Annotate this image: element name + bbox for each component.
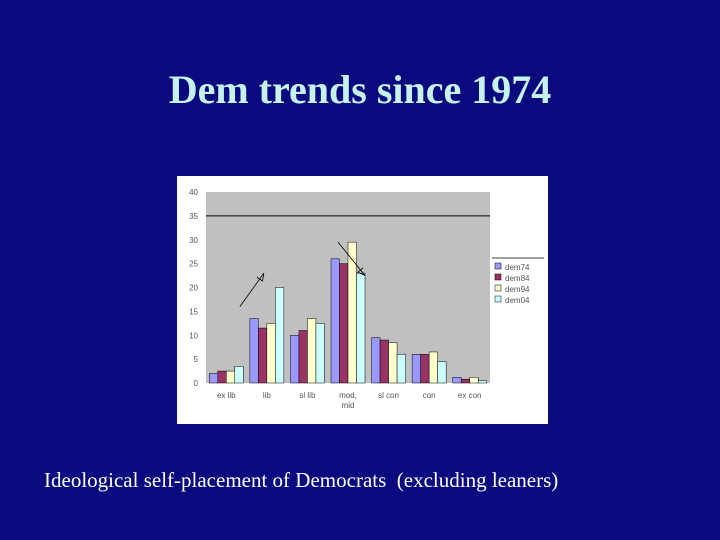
y-tick-label: 0 [194, 379, 199, 388]
bar-dem74-0 [209, 373, 219, 384]
legend-swatch-dem94 [494, 284, 502, 292]
bar-dem94-6 [469, 377, 479, 384]
x-category-label: sl lib [299, 391, 316, 400]
x-category-label: mod, [339, 391, 357, 400]
y-tick-label: 40 [189, 188, 198, 197]
bar-dem94-0 [226, 370, 236, 384]
bar-dem04-5 [437, 361, 447, 384]
legend-label-dem74: dem74 [505, 263, 530, 272]
bar-dem94-4 [388, 342, 398, 384]
slide-title: Dem trends since 1974 [168, 67, 552, 112]
chart-legend: dem74 dem84 dem94 dem04 [492, 257, 544, 305]
y-tick-label: 30 [189, 236, 198, 245]
bar-dem84-4 [379, 339, 389, 384]
bar-dem04-4 [396, 354, 406, 384]
x-category-label: lib [263, 391, 272, 400]
trend-arrow-up-head [256, 273, 265, 282]
y-axis-ticks: 0 5 10 15 20 25 30 35 40 [189, 188, 198, 388]
y-tick-label: 20 [189, 284, 198, 293]
x-category-label: sl con [378, 391, 399, 400]
y-tick-label: 25 [189, 260, 198, 269]
trend-arrows [239, 241, 366, 307]
chart-bars [209, 241, 487, 384]
bar-dem74-3 [330, 258, 340, 384]
bar-dem74-2 [290, 335, 300, 384]
bar-dem74-1 [249, 318, 259, 384]
bar-dem04-2 [315, 323, 325, 384]
bar-chart: 0 5 10 15 20 25 30 35 40 ex lib lib sl lib mod, mid s… [177, 176, 548, 424]
bar-dem04-3 [356, 272, 366, 384]
bar-dem74-5 [411, 354, 421, 384]
bar-dem74-6 [452, 377, 462, 384]
chart-svg: 0 5 10 15 20 25 30 35 40 ex lib lib sl lib mod,mid s… [189, 188, 544, 410]
bar-dem04-1 [275, 287, 285, 384]
x-category-label: mid [342, 401, 355, 410]
bar-dem84-5 [420, 354, 430, 384]
y-tick-label: 35 [189, 212, 198, 221]
trend-arrow-down-head [357, 267, 366, 276]
legend-swatch-dem74 [494, 262, 502, 270]
legend-label-dem04: dem04 [505, 296, 530, 305]
bar-dem04-0 [234, 366, 244, 384]
legend-label-dem84: dem84 [505, 274, 530, 283]
bar-dem94-5 [428, 351, 438, 384]
legend-swatch-dem84 [494, 273, 502, 281]
legend-swatch-dem04 [494, 295, 502, 303]
bar-dem84-6 [460, 378, 470, 384]
legend-label-dem94: dem94 [505, 285, 530, 294]
bar-dem84-0 [217, 370, 227, 384]
y-tick-label: 15 [189, 307, 198, 316]
bar-dem94-2 [307, 318, 317, 384]
bar-dem84-1 [258, 327, 268, 384]
x-category-label: ex con [458, 391, 482, 400]
slide-caption: Ideological self-placement of Democrats … [44, 468, 559, 492]
x-category-label: ex lib [217, 391, 236, 400]
y-tick-label: 5 [194, 355, 199, 364]
x-axis-categories: ex lib lib sl lib mod,mid sl con con ex con [217, 391, 482, 410]
bar-dem74-4 [371, 337, 381, 384]
y-tick-label: 10 [189, 331, 198, 340]
bar-dem84-3 [339, 263, 349, 384]
bar-dem94-1 [266, 323, 276, 384]
bar-dem84-2 [298, 330, 308, 384]
x-category-label: con [423, 391, 436, 400]
bar-dem04-6 [477, 380, 487, 384]
